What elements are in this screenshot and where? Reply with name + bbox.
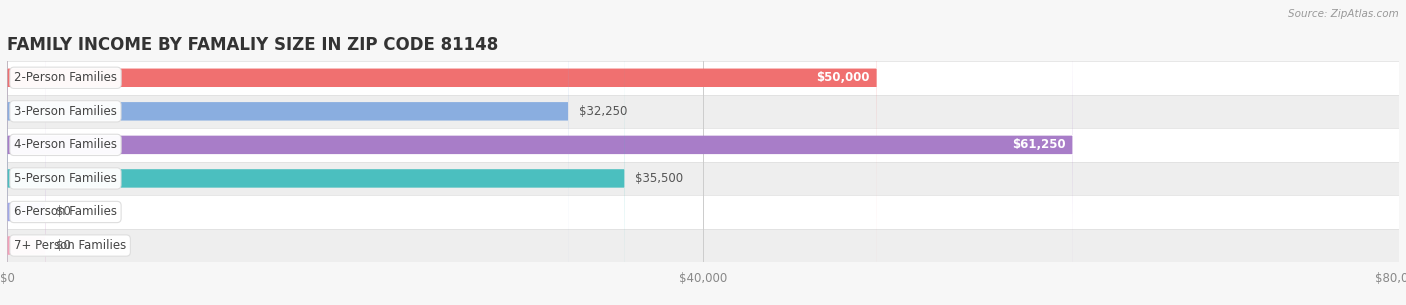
- Text: $32,250: $32,250: [579, 105, 627, 118]
- FancyBboxPatch shape: [7, 0, 568, 305]
- Bar: [7, 162, 1399, 195]
- Text: 7+ Person Families: 7+ Person Families: [14, 239, 127, 252]
- Bar: [7, 128, 1399, 162]
- Text: $0: $0: [56, 239, 70, 252]
- Bar: [7, 229, 1399, 262]
- Text: 6-Person Families: 6-Person Families: [14, 206, 117, 218]
- FancyBboxPatch shape: [7, 0, 624, 305]
- FancyBboxPatch shape: [7, 0, 45, 305]
- Bar: [7, 95, 1399, 128]
- Text: $50,000: $50,000: [817, 71, 870, 84]
- FancyBboxPatch shape: [7, 0, 1073, 305]
- Text: FAMILY INCOME BY FAMALIY SIZE IN ZIP CODE 81148: FAMILY INCOME BY FAMALIY SIZE IN ZIP COD…: [7, 36, 498, 54]
- Bar: [7, 61, 1399, 95]
- Text: $0: $0: [56, 206, 70, 218]
- Text: $61,250: $61,250: [1012, 138, 1066, 151]
- Text: 5-Person Families: 5-Person Families: [14, 172, 117, 185]
- Text: Source: ZipAtlas.com: Source: ZipAtlas.com: [1288, 9, 1399, 19]
- FancyBboxPatch shape: [7, 0, 45, 305]
- Text: 2-Person Families: 2-Person Families: [14, 71, 117, 84]
- FancyBboxPatch shape: [7, 0, 877, 305]
- Text: 3-Person Families: 3-Person Families: [14, 105, 117, 118]
- Text: 4-Person Families: 4-Person Families: [14, 138, 117, 151]
- Bar: [7, 195, 1399, 229]
- Text: $35,500: $35,500: [636, 172, 683, 185]
